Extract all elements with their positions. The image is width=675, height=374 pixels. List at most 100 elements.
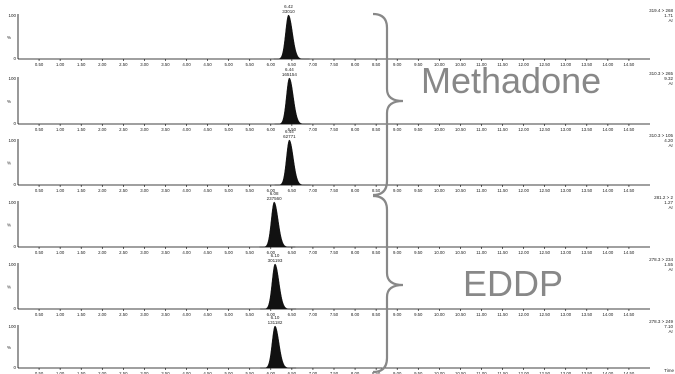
x-tick-label: 3.00 [140,62,149,67]
x-tick-label: 8.00 [351,188,360,193]
x-tick-label: 4.50 [203,127,212,132]
transition-info: 1.27 [664,200,673,205]
x-tick-label: 13.50 [581,312,592,317]
x-tick-label: 14.50 [624,371,635,374]
x-tick-label: 1.00 [56,312,65,317]
x-tick-label: 14.00 [602,62,613,67]
transition-info: 1.71 [664,13,673,18]
x-tick-label: 4.50 [203,371,212,374]
x-tick-label: 6.00 [267,188,276,193]
x-tick-label: 4.00 [182,371,191,374]
x-tick-label: 8.00 [351,371,360,374]
x-tick-label: 8.50 [372,250,381,255]
x-tick-label: 3.50 [161,371,170,374]
x-tick-label: 9.00 [393,250,402,255]
x-tick-label: 6.50 [288,250,297,255]
x-tick-label: 7.00 [309,312,318,317]
x-tick-label: 1.50 [77,250,86,255]
x-tick-label: 4.00 [182,127,191,132]
peak-rt-label: 6.08 [270,191,279,196]
x-tick-label: 13.00 [560,188,571,193]
x-tick-label: 14.50 [624,250,635,255]
x-tick-label: 12.00 [518,127,529,132]
x-tick-label: 8.00 [351,127,360,132]
chromatogram-panel-4: 100 0% 0.50 1.00 1.50 2.00 2.50 3.00 3.50 4.00 4.5… [7,191,674,255]
chromatogram-panel-1: 100 0% 0.50 1.00 1.50 2.00 2.50 3.00 3.50 4.00 4.5… [7,4,674,67]
peak [273,14,310,60]
x-tick-label: 7.00 [309,127,318,132]
x-tick-label: 0.50 [35,312,44,317]
y-tick-label: 100 [8,13,16,18]
x-tick-label: 13.50 [581,371,592,374]
y-tick-label: 0 [13,365,16,370]
x-tick-label: 4.00 [182,312,191,317]
peak-rt-label: 6.10 [271,253,280,258]
x-tick-label: 11.50 [497,371,508,374]
x-tick-label: 11.00 [476,312,487,317]
x-tick-label: 12.00 [518,188,529,193]
transition-info: Ar [669,205,674,210]
x-tick-label: 8.00 [351,312,360,317]
chromatogram-panel-6: 100 0% 0.50 1.00 1.50 2.00 2.50 3.00 3.50 4.00 4.5… [7,315,674,374]
x-tick-label: 10.00 [434,250,445,255]
x-tick-label: 13.00 [560,312,571,317]
x-tick-label: 4.50 [203,62,212,67]
x-tick-label: 11.00 [476,62,487,67]
peak-rt-label: 6.44 [285,67,294,72]
y-tick-label: 100 [8,200,16,205]
x-tick-label: 1.50 [77,127,86,132]
x-tick-label: 2.00 [98,127,107,132]
x-tick-label: 2.00 [98,62,107,67]
x-tick-label: 9.00 [393,312,402,317]
transition-info: Ar [669,143,674,148]
x-tick-label: 5.50 [246,127,255,132]
x-tick-label: 13.00 [560,250,571,255]
x-tick-label: 10.00 [434,62,445,67]
x-tick-label: 5.00 [224,250,233,255]
x-tick-label: 7.50 [330,62,339,67]
y-tick-label: 0 [13,56,16,61]
x-tick-label: 12.50 [539,62,550,67]
x-tick-label: 12.00 [518,312,529,317]
x-tick-label: 11.50 [497,62,508,67]
peak [259,201,296,248]
x-tick-label: 6.50 [288,62,297,67]
x-tick-label: 6.50 [288,127,297,132]
x-tick-label: 1.00 [56,250,65,255]
x-tick-label: 2.50 [119,312,128,317]
x-tick-label: 6.00 [267,250,276,255]
x-tick-label: 1.50 [77,312,86,317]
x-tick-label: 0.50 [35,250,44,255]
x-tick-label: 9.50 [414,62,423,67]
x-tick-label: 9.50 [414,188,423,193]
x-tick-label: 13.50 [581,188,592,193]
peak-area-label: 165154 [282,72,298,77]
chromatogram-panel-3: 100 0% 0.50 1.00 1.50 2.00 2.50 3.00 3.50 4.00 4.5… [7,129,674,193]
y-tick-label: 0 [13,182,16,187]
x-tick-label: 14.00 [602,250,613,255]
x-tick-label: 3.50 [161,250,170,255]
transition-label: 281.2 > 2 [654,195,673,200]
x-tick-label: 1.50 [77,371,86,374]
x-tick-label: 1.00 [56,62,65,67]
x-tick-label: 6.00 [267,127,276,132]
time-axis-label: Time [664,368,674,373]
x-tick-label: 1.00 [56,371,65,374]
x-tick-label: 5.50 [246,250,255,255]
x-tick-label: 5.50 [246,371,255,374]
x-tick-label: 3.00 [140,312,149,317]
transition-info: Ar [669,329,674,334]
x-tick-label: 6.00 [267,371,276,374]
y-tick-label: 100 [8,138,16,143]
transition-info: Ar [669,267,674,272]
x-tick-label: 4.50 [203,312,212,317]
x-tick-label: 2.50 [119,62,128,67]
x-tick-label: 4.00 [182,250,191,255]
transition-label: 310.3 > 265 [649,71,673,76]
x-tick-label: 11.50 [497,312,508,317]
x-tick-label: 2.50 [119,127,128,132]
x-tick-label: 6.00 [267,62,276,67]
peak-area-label: 237560 [267,196,283,201]
peak-area-label: 62771 [283,134,296,139]
x-tick-label: 3.50 [161,62,170,67]
